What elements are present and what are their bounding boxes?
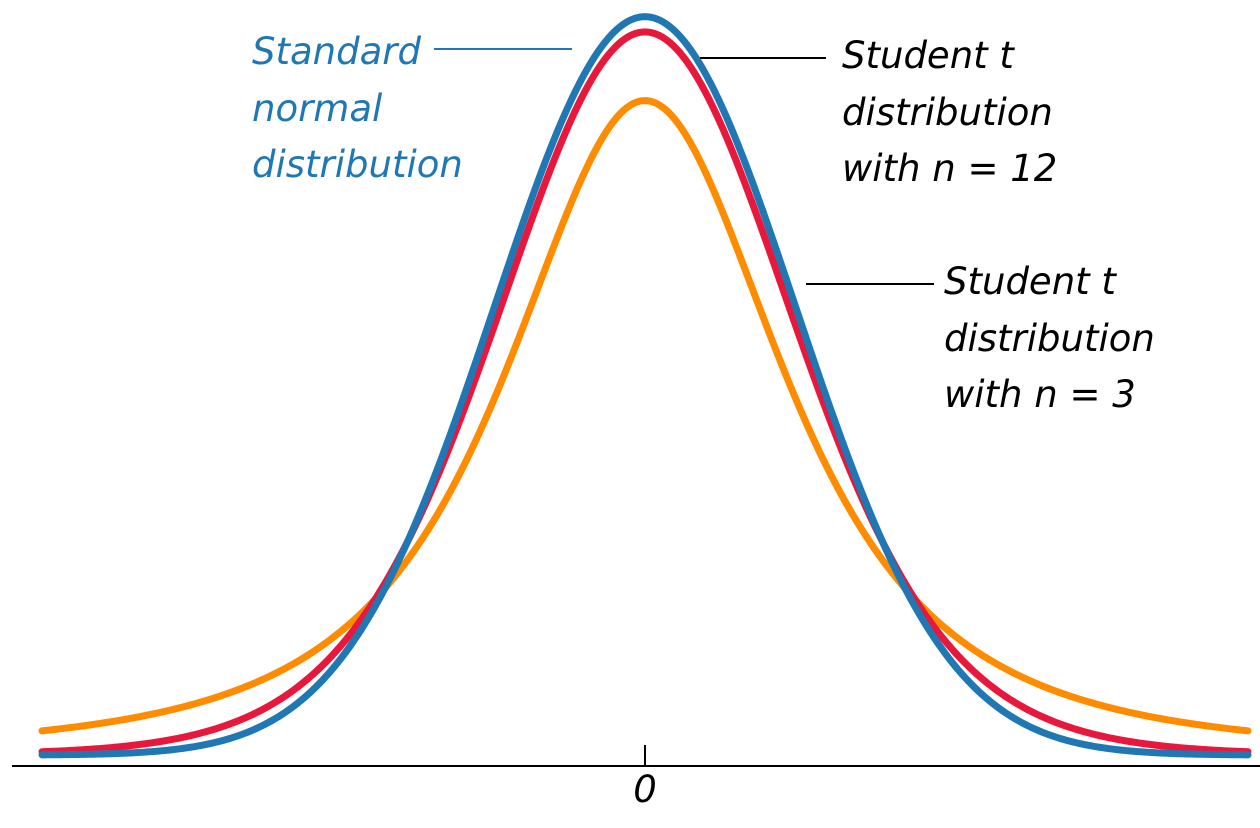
x-tick-label-0: 0 [633, 768, 657, 811]
label-t3: Student t distribution with n = 3 [806, 260, 1155, 416]
label-t3-line-2: distribution [944, 317, 1155, 360]
curve-t-n12 [38, 28, 1252, 756]
label-t3-line-3: with n = 3 [944, 373, 1136, 416]
label-t3-line-1: Student t [944, 260, 1117, 303]
label-t12: Student t distribution with n = 12 [700, 34, 1057, 190]
label-standard-normal-line-3: distribution [252, 143, 463, 186]
label-standard-normal-line-1: Standard [252, 30, 421, 73]
label-standard-normal-line-2: normal [252, 87, 383, 130]
label-t12-line-2: distribution [842, 91, 1053, 134]
label-standard-normal: Standard normal distribution [252, 30, 572, 186]
curve-standard-normal [38, 13, 1252, 759]
label-t12-line-1: Student t [842, 34, 1015, 77]
curve-t-n3 [38, 97, 1252, 735]
label-t12-line-3: with n = 12 [842, 147, 1057, 190]
